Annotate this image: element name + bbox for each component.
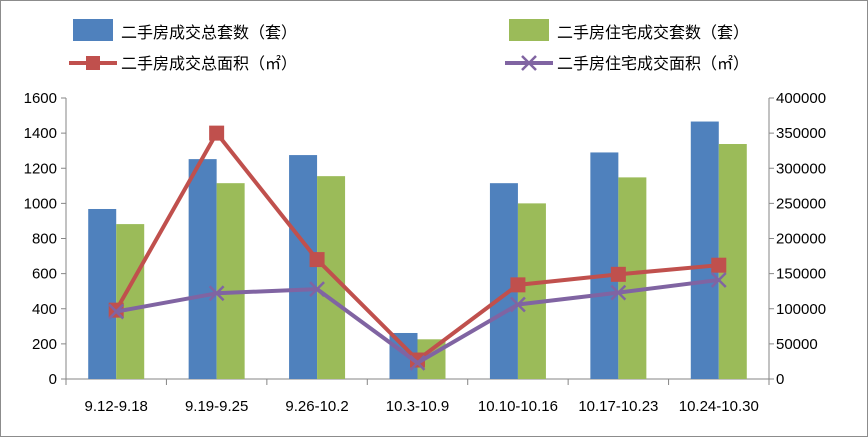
left-tick-label: 1600	[24, 90, 57, 107]
right-tick-label: 0	[776, 371, 784, 388]
bar-total-units	[88, 208, 117, 379]
legend-label: 二手房成交总套数（套）	[121, 23, 297, 42]
bar-residential-units	[216, 183, 245, 379]
legend-label: 二手房住宅成交套数（套）	[557, 23, 749, 42]
right-tick-label: 200000	[776, 231, 826, 248]
legend-marker-square	[86, 56, 100, 70]
right-tick-label: 150000	[776, 266, 826, 283]
x-tick-label: 10.3-10.9	[386, 398, 449, 415]
right-tick-label: 300000	[776, 160, 826, 177]
bar-residential-units	[317, 176, 346, 379]
bar-total-units	[690, 121, 719, 379]
right-tick-label: 400000	[776, 90, 826, 107]
left-tick-label: 800	[32, 231, 57, 248]
point-total-area	[209, 125, 225, 141]
point-residential-area	[710, 272, 727, 288]
point-total-area	[309, 252, 325, 268]
left-tick-label: 600	[32, 266, 57, 283]
x-tick-label: 10.24-10.30	[679, 398, 759, 415]
x-tick-label: 9.19-9.25	[185, 398, 248, 415]
point-total-area	[610, 266, 626, 282]
point-residential-area	[510, 296, 526, 313]
right-tick-label: 100000	[776, 301, 826, 318]
left-tick-label: 1000	[24, 195, 57, 212]
legend-swatch-bar	[509, 19, 549, 41]
left-tick-label: 400	[32, 301, 57, 318]
bar-total-units	[590, 152, 619, 379]
right-tick-label: 50000	[776, 336, 818, 353]
right-tick-label: 250000	[776, 195, 826, 212]
legend-label: 二手房住宅成交面积（㎡）	[557, 54, 749, 73]
left-tick-label: 1400	[24, 125, 57, 142]
left-tick-label: 200	[32, 336, 57, 353]
left-tick-label: 0	[49, 371, 57, 388]
x-tick-label: 9.26-10.2	[285, 398, 348, 415]
legend-marker-x	[521, 55, 537, 71]
left-tick-label: 1200	[24, 160, 57, 177]
x-tick-label: 10.17-10.23	[578, 398, 658, 415]
point-total-area	[711, 257, 727, 273]
legend-swatch-bar	[73, 19, 113, 41]
x-tick-label: 9.12-9.18	[85, 398, 148, 415]
point-residential-area	[108, 303, 125, 320]
point-residential-area	[309, 281, 325, 297]
point-total-area	[510, 277, 526, 293]
legend-label: 二手房成交总面积（㎡）	[121, 54, 297, 73]
x-tick-label: 10.10-10.16	[478, 398, 558, 415]
bar-total-units	[188, 159, 217, 379]
point-residential-area	[409, 354, 426, 371]
point-residential-area	[610, 284, 627, 301]
point-residential-area	[208, 285, 225, 302]
right-tick-label: 350000	[776, 125, 826, 142]
